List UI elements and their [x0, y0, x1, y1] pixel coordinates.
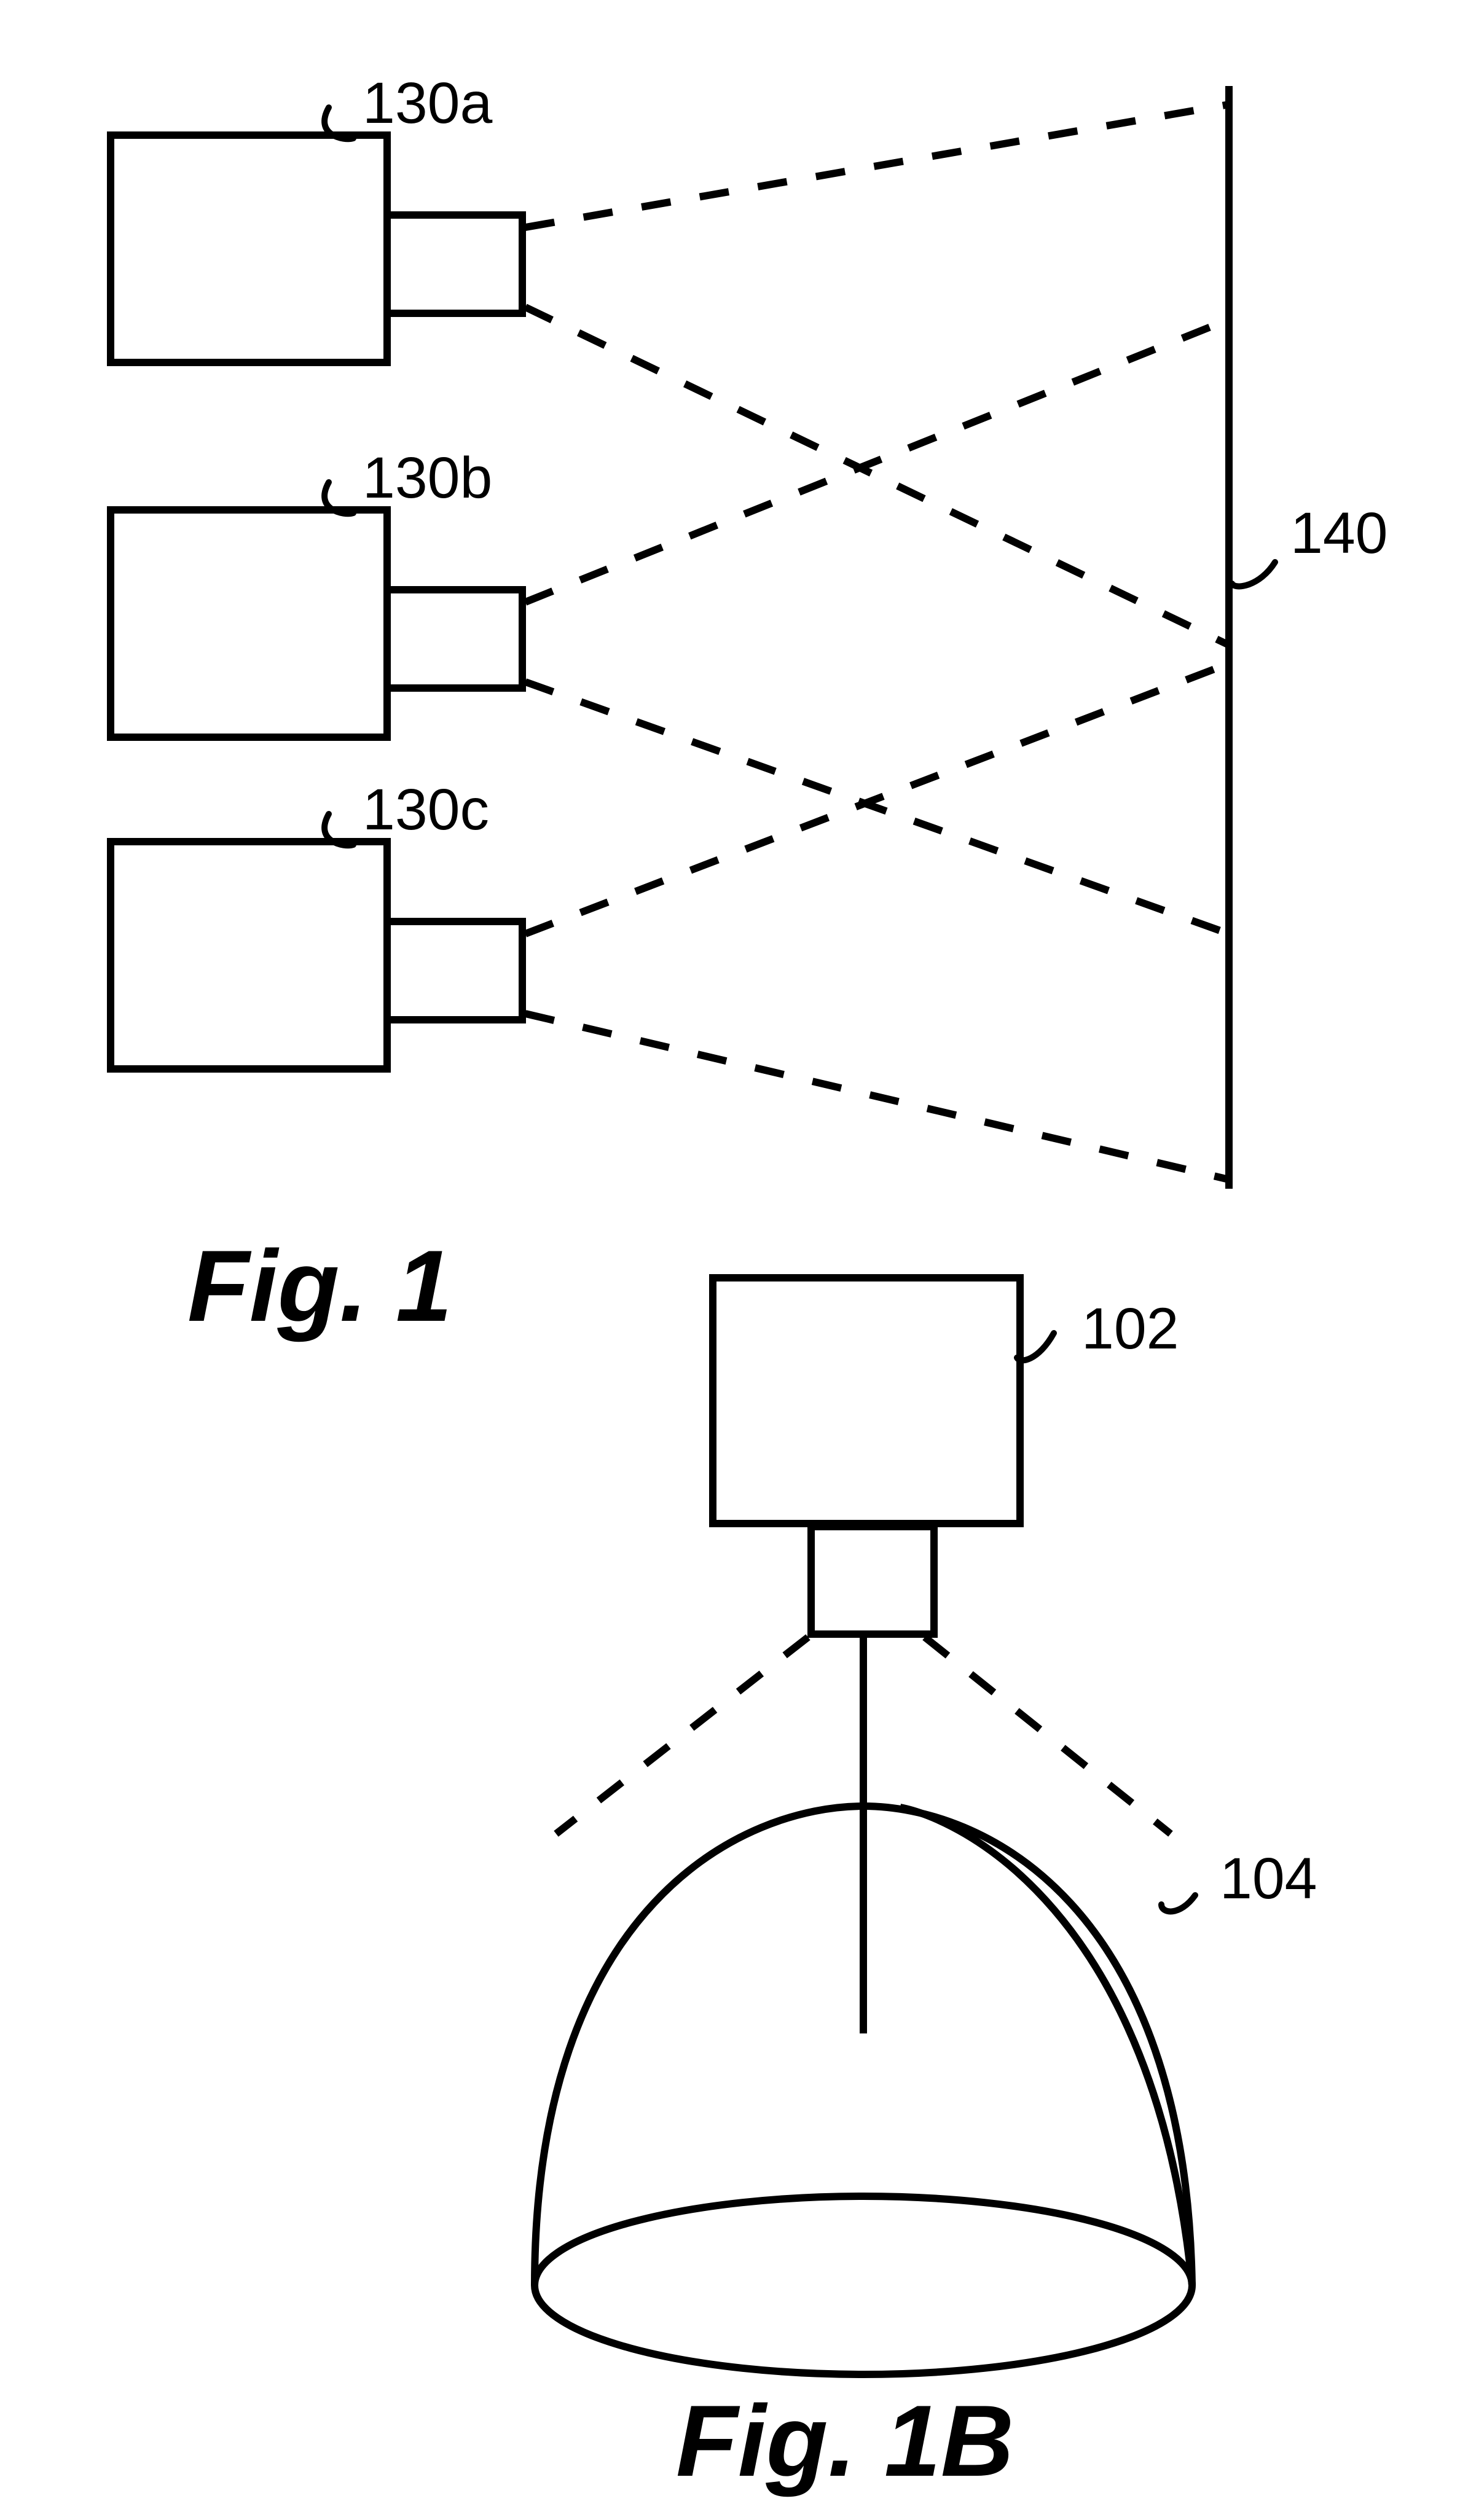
projector-label-c: 130c [363, 777, 489, 842]
screen-label: 140 [1290, 501, 1388, 566]
dome-label: 104 [1220, 1846, 1317, 1911]
camera-label: 102 [1081, 1296, 1179, 1361]
projector-label-a: 130a [363, 71, 493, 136]
projector-label-b: 130b [363, 445, 492, 511]
figure-1b-label: Fig. 1B [676, 2384, 1014, 2497]
figure-1-label: Fig. 1 [187, 1229, 452, 1342]
